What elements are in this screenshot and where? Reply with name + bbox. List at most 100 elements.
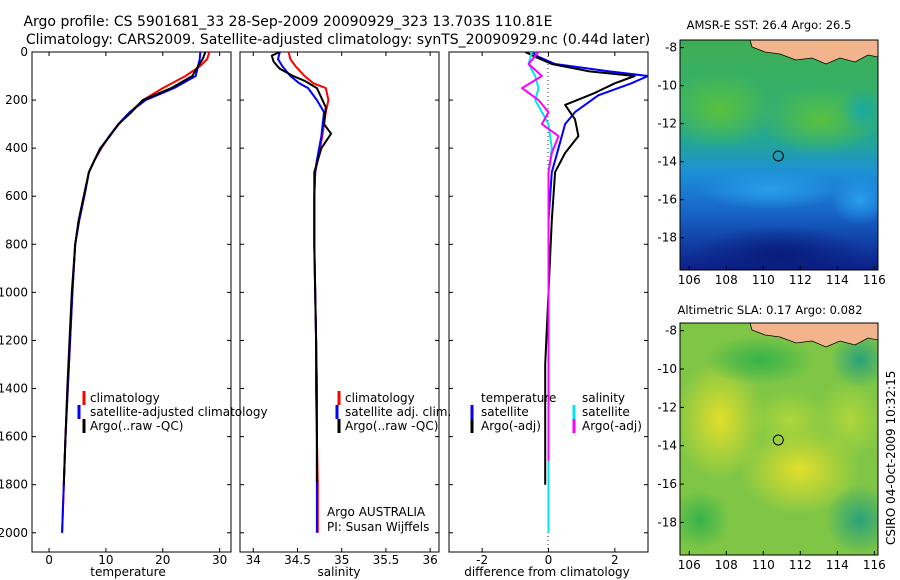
map-x-tick-label: 114 bbox=[826, 558, 849, 572]
series-line-argo-raw-qc bbox=[270, 52, 333, 483]
map-y-tick-label: -12 bbox=[657, 117, 677, 131]
land-mass bbox=[749, 323, 878, 348]
sst-map-frame bbox=[679, 39, 879, 271]
x-tick-label: 34 bbox=[246, 553, 261, 567]
x-tick-label: 20 bbox=[155, 553, 170, 567]
map-x-tick-label: 116 bbox=[863, 558, 886, 572]
salinity-panel: 34 34.5 35 35.5 36 salinity climatology sate… bbox=[239, 51, 451, 579]
map-x-tick-label: 114 bbox=[826, 273, 849, 287]
difference-panel: -2 0 2 difference from climatology tempera… bbox=[448, 51, 649, 579]
y-tick-label: 400 bbox=[5, 141, 28, 155]
map-y-tick-label: -8 bbox=[665, 41, 677, 55]
argo-float-location-marker bbox=[772, 434, 784, 446]
series-line-satellite-adjusted-climatology bbox=[61, 52, 202, 533]
map-x-tick-label: 110 bbox=[752, 558, 775, 572]
map-x-tick-label: 106 bbox=[678, 273, 701, 287]
pressure-axis: 0 200 400 600 800 1000 1200 1400 1600 1800 2000 bbox=[0, 45, 231, 540]
y-tick-label: 600 bbox=[5, 189, 28, 203]
legend-argo-label: Argo(..raw -QC) bbox=[345, 419, 438, 433]
sla-high-patch bbox=[680, 360, 765, 480]
y-tick-label: 1400 bbox=[0, 382, 28, 396]
temperature-x-label: temperature bbox=[90, 565, 165, 579]
map-y-tick-label: -16 bbox=[657, 477, 677, 491]
legend-satellite-label: satellite adj. clim. bbox=[345, 405, 451, 419]
figure-title-line2: Climatology: CARS2009. Satellite-adjuste… bbox=[26, 32, 650, 48]
legend-argo-label: Argo(..raw -QC) bbox=[90, 419, 183, 433]
temperature-series bbox=[61, 52, 211, 533]
map-y-tick-label: -10 bbox=[657, 362, 677, 376]
salinity-legend: climatology satellite adj. clim. Argo(..… bbox=[335, 391, 451, 433]
legend-sal-satellite-label: satellite bbox=[582, 405, 630, 419]
sst-map-axes: 106 108 110 112 114 116 -8 -10 -12 -14 -16 -18 bbox=[657, 41, 885, 287]
difference-series bbox=[521, 52, 648, 533]
x-tick-label: 35.5 bbox=[373, 553, 400, 567]
salinity-x-label: salinity bbox=[317, 565, 360, 579]
map-x-tick-label: 108 bbox=[715, 558, 738, 572]
x-tick-label: 10 bbox=[98, 553, 113, 567]
temperature-axes-frame bbox=[31, 51, 232, 553]
y-tick-label: 1600 bbox=[0, 430, 28, 444]
map-y-tick-label: -18 bbox=[657, 515, 677, 529]
map-x-tick-label: 112 bbox=[789, 558, 812, 572]
temperature-panel: 0 200 400 600 800 1000 1200 1400 1600 1800 2000 0 1… bbox=[0, 45, 268, 579]
sst-map-title: AMSR-E SST: 26.4 Argo: 26.5 bbox=[687, 18, 852, 32]
sst-warm-patch bbox=[680, 70, 775, 150]
y-tick-label: 1000 bbox=[0, 285, 28, 299]
legend-temp-satellite-label: satellite bbox=[481, 405, 529, 419]
y-tick-label: 1800 bbox=[0, 478, 28, 492]
map-y-tick-label: -14 bbox=[657, 155, 677, 169]
map-y-tick-label: -14 bbox=[657, 439, 677, 453]
series-line-salinity-argo-adj bbox=[521, 52, 560, 461]
map-y-tick-label: -8 bbox=[665, 324, 677, 338]
x-tick-label: 0 bbox=[45, 553, 53, 567]
sla-mid-patch bbox=[815, 380, 878, 460]
difference-x-label: difference from climatology bbox=[464, 565, 630, 579]
sla-low-patch bbox=[680, 490, 730, 550]
map-x-tick-label: 106 bbox=[678, 558, 701, 572]
map-x-tick-label: 108 bbox=[715, 273, 738, 287]
y-tick-label: 1200 bbox=[0, 333, 28, 347]
sla-map-panel: Altimetric SLA: 0.17 Argo: 0.082 106 108 1… bbox=[657, 303, 886, 572]
y-tick-label: 800 bbox=[5, 237, 28, 251]
y-tick-label: 200 bbox=[5, 93, 28, 107]
salinity-x-axis: 34 34.5 35 35.5 36 bbox=[240, 51, 439, 567]
x-tick-label: 36 bbox=[423, 553, 438, 567]
map-y-tick-label: -16 bbox=[657, 193, 677, 207]
salinity-axes-frame bbox=[239, 51, 440, 553]
legend-temperature-header: temperature bbox=[481, 391, 556, 405]
sst-field bbox=[680, 40, 878, 270]
difference-x-axis: -2 0 2 bbox=[449, 51, 648, 567]
sla-map-title: Altimetric SLA: 0.17 Argo: 0.082 bbox=[677, 303, 862, 317]
legend-temp-argo-label: Argo(-adj) bbox=[481, 419, 541, 433]
x-tick-label: 35 bbox=[334, 553, 349, 567]
credit-line2: PI: Susan Wijffels bbox=[327, 520, 429, 534]
x-tick-label: 2 bbox=[611, 553, 619, 567]
series-line-climatology bbox=[61, 52, 211, 533]
series-line-argo-raw-qc bbox=[62, 52, 207, 485]
legend-satellite-label: satellite-adjusted climatology bbox=[90, 405, 268, 419]
map-y-tick-label: -12 bbox=[657, 400, 677, 414]
sla-low-patch bbox=[705, 335, 815, 385]
temperature-legend: climatology satellite-adjusted climatolo… bbox=[77, 391, 268, 433]
credit-line1: Argo AUSTRALIA bbox=[327, 505, 426, 519]
temperature-x-axis: 0 10 20 30 bbox=[45, 52, 227, 567]
sst-blue-patch bbox=[700, 170, 840, 210]
map-x-tick-label: 116 bbox=[863, 273, 886, 287]
land-mass bbox=[749, 40, 878, 65]
sla-map-frame bbox=[679, 322, 879, 556]
sst-cold-patch bbox=[690, 225, 870, 270]
map-x-tick-label: 112 bbox=[789, 273, 812, 287]
legend-climatology-label: climatology bbox=[345, 391, 415, 405]
sla-low-patch bbox=[830, 332, 878, 388]
figure-title-line1: Argo profile: CS 5901681_33 28-Sep-2009 … bbox=[23, 14, 552, 30]
map-y-tick-label: -18 bbox=[657, 231, 677, 245]
sla-field bbox=[680, 323, 878, 555]
y-tick-label: 0 bbox=[20, 45, 28, 59]
legend-climatology-label: climatology bbox=[90, 391, 160, 405]
csiro-timestamp: CSIRO 04-Oct-2009 10:32:15 bbox=[884, 371, 898, 545]
x-tick-label: 30 bbox=[212, 553, 227, 567]
map-y-tick-label: -10 bbox=[657, 79, 677, 93]
y-tick-label: 2000 bbox=[0, 526, 28, 540]
series-line-temperature-argo-adj bbox=[524, 52, 636, 485]
sst-map-panel: AMSR-E SST: 26.4 Argo: 26.5 106 108 110 112… bbox=[657, 18, 885, 287]
